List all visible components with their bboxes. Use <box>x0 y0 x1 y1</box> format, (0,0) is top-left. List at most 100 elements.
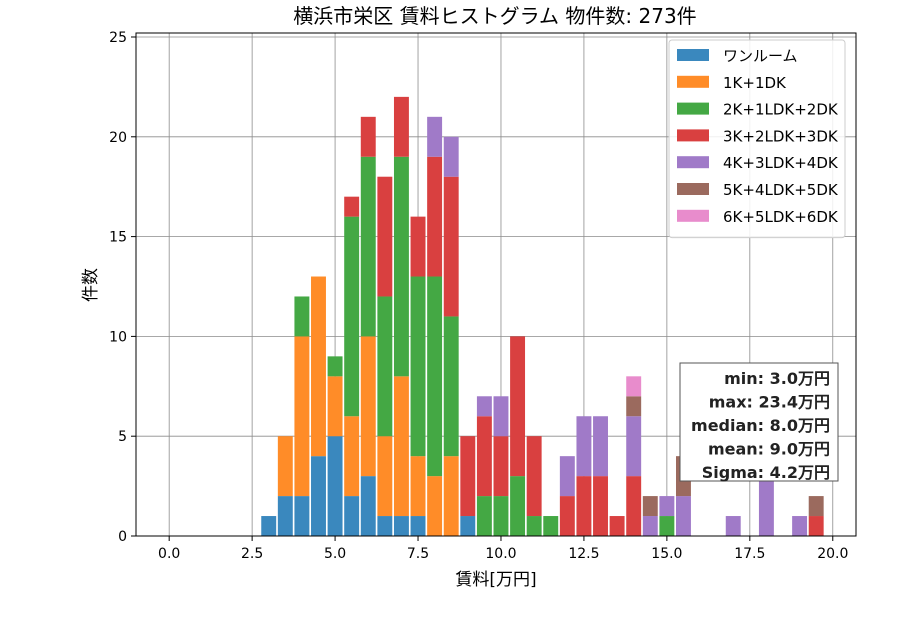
bar-segment <box>576 476 592 536</box>
legend-swatch <box>677 49 709 61</box>
bar-segment <box>360 116 376 157</box>
bar-segment <box>360 336 376 477</box>
stats-line: mean: 9.0万円 <box>708 440 830 459</box>
bar-segment <box>659 516 675 536</box>
bar-segment <box>327 436 343 536</box>
bar-segment <box>626 416 642 477</box>
bar-segment <box>427 156 443 277</box>
plot-frame <box>135 32 857 537</box>
bar-segment <box>460 516 476 536</box>
y-axis-label: 件数 <box>81 268 101 302</box>
bar-segment <box>526 516 542 536</box>
bar-segment <box>410 516 426 536</box>
x-tick-label: 7.5 <box>407 546 429 562</box>
bar-segment <box>676 496 691 536</box>
x-tick-label: 20.0 <box>817 546 848 562</box>
x-tick-label: 0.0 <box>158 546 180 562</box>
bar-segment <box>526 436 542 517</box>
bar-segment <box>311 276 326 457</box>
bar-segment <box>377 296 393 437</box>
legend-label: 5K+4LDK+5DK <box>723 181 839 199</box>
x-axis-label: 賃料[万円] <box>455 570 536 590</box>
x-tick-label: 12.5 <box>568 546 599 562</box>
stats-line: median: 8.0万円 <box>691 416 830 435</box>
bar-segment <box>377 516 393 536</box>
bar-segment <box>410 216 426 277</box>
bar-segment <box>277 496 293 536</box>
legend-label: 1K+1DK <box>723 74 787 92</box>
bar-segment <box>808 496 824 517</box>
legend: ワンルーム 1K+1DK 2K+1LDK+2DK 3K+2LDK+3DK 4K+3LDK… <box>668 39 846 239</box>
bar-segment <box>377 436 393 517</box>
stats-line: min: 3.0万円 <box>724 369 830 388</box>
y-tick-label: 20 <box>109 130 127 146</box>
x-tick-label: 2.5 <box>241 546 263 562</box>
stats-box: min: 3.0万円 max: 23.4万円 median: 8.0万円 mean: … <box>679 362 839 482</box>
legend-label: 6K+5LDK+6DK <box>723 208 839 226</box>
bar-segment <box>476 396 492 417</box>
bar-segment <box>493 396 509 437</box>
bar-segment <box>344 216 360 417</box>
bar-segment <box>393 376 409 517</box>
y-axis-ticks: 0 5 10 15 20 25 <box>109 30 136 545</box>
bar-segment <box>294 296 310 337</box>
y-tick-label: 25 <box>109 30 127 46</box>
legend-label: ワンルーム <box>723 47 798 65</box>
stats-line: max: 23.4万円 <box>709 393 830 412</box>
bar-segment <box>460 436 476 517</box>
legend-box <box>668 39 846 239</box>
bar-segment <box>327 376 343 437</box>
bars <box>261 96 824 536</box>
bar-segment <box>476 496 492 536</box>
bar-segment <box>510 476 526 536</box>
bar-segment <box>510 336 526 477</box>
legend-label: 2K+1LDK+2DK <box>723 101 839 119</box>
legend-label: 3K+2LDK+3DK <box>723 127 839 145</box>
legend-swatch <box>677 102 709 115</box>
bar-segment <box>377 176 393 297</box>
bar-segment <box>808 516 824 536</box>
x-tick-label: 17.5 <box>734 546 765 562</box>
bar-segment <box>493 496 509 536</box>
bar-segment <box>626 476 642 536</box>
x-tick-label: 5.0 <box>324 546 346 562</box>
bar-segment <box>393 516 409 536</box>
bar-segment <box>559 496 575 536</box>
chart-title: 横浜市栄区 賃料ヒストグラム 物件数: 273件 <box>293 4 696 28</box>
bar-segment <box>311 456 326 536</box>
bar-segment <box>593 416 608 477</box>
bar-segment <box>327 356 343 377</box>
bar-segment <box>609 516 625 536</box>
legend-swatch <box>677 129 709 142</box>
bar-segment <box>476 416 492 497</box>
bar-segment <box>360 476 376 536</box>
bar-segment <box>443 316 459 457</box>
bar-segment <box>443 136 459 177</box>
bar-segment <box>344 496 360 536</box>
bar-segment <box>758 476 774 536</box>
bar-segment <box>344 416 360 497</box>
legend-label: 4K+3LDK+4DK <box>723 154 839 172</box>
y-tick-label: 0 <box>118 529 127 545</box>
bar-segment <box>410 456 426 517</box>
bar-segment <box>626 396 642 417</box>
legend-swatch <box>677 209 709 222</box>
bar-segment <box>593 476 608 536</box>
bar-segment <box>725 516 741 536</box>
x-tick-label: 10.0 <box>485 546 516 562</box>
legend-swatch <box>677 156 709 169</box>
bar-segment <box>427 276 443 477</box>
legend-swatch <box>677 183 709 195</box>
stats-line: Sigma: 4.2万円 <box>702 463 830 482</box>
y-tick-label: 5 <box>118 429 127 445</box>
bar-segment <box>659 496 675 517</box>
bar-segment <box>493 436 509 497</box>
bar-segment <box>559 456 575 497</box>
bar-segment <box>344 196 360 217</box>
bar-segment <box>642 496 658 517</box>
bar-segment <box>294 336 310 497</box>
bar-segment <box>576 416 592 477</box>
y-tick-label: 15 <box>109 230 127 246</box>
bar-segment <box>443 176 459 317</box>
